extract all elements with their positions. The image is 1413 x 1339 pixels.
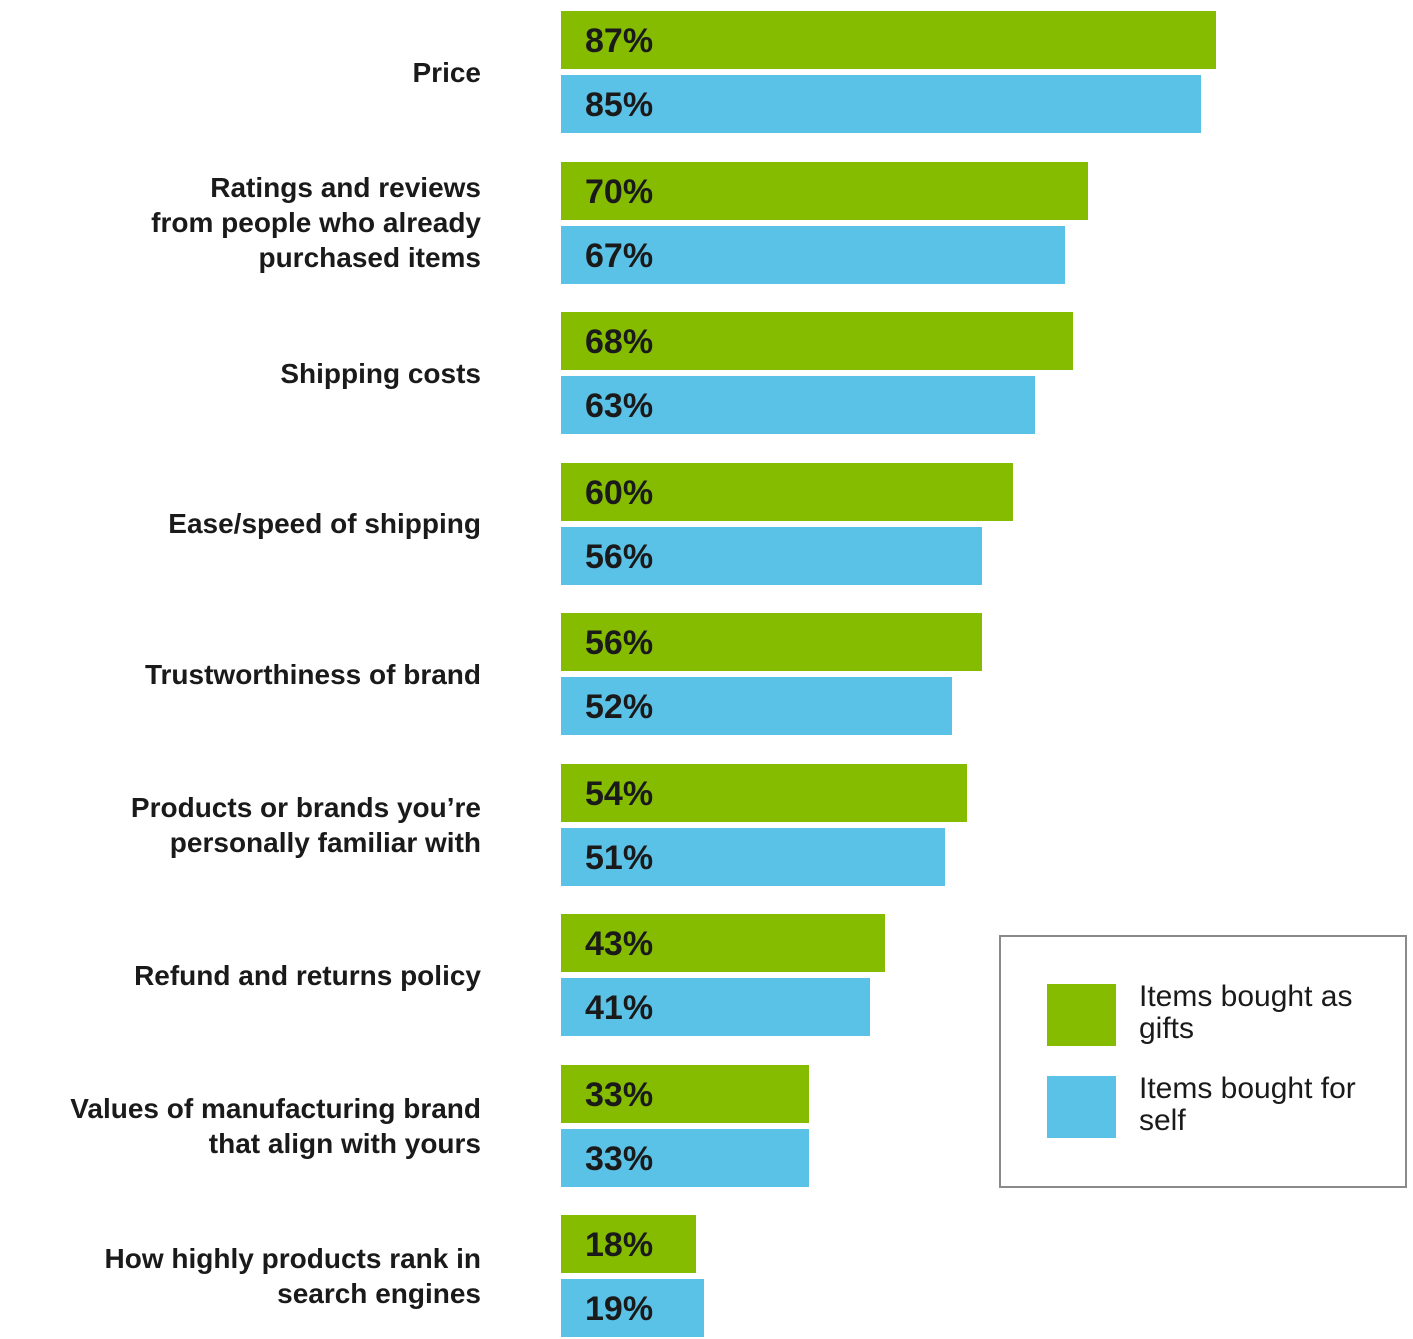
legend-swatch-self xyxy=(1047,1076,1116,1138)
category-label: Refund and returns policy xyxy=(134,959,481,991)
bar-value-label: 52% xyxy=(585,688,654,726)
legend: Items bought as gifts Items bought for s… xyxy=(999,935,1407,1188)
legend-label-self: Items bought for self xyxy=(1139,1072,1356,1137)
category-label: Trustworthiness of brand xyxy=(144,658,481,690)
bar-value-label: 18% xyxy=(585,1226,654,1264)
bar-self: 52% xyxy=(561,677,952,735)
bar-value-label: 60% xyxy=(585,473,654,512)
bar-value-label: 63% xyxy=(585,387,654,425)
category-label: How highly products rank in search engin… xyxy=(104,1243,481,1309)
bar-gifts: 70% xyxy=(561,161,1088,220)
bar-value-label: 43% xyxy=(585,925,654,963)
bar-gifts: 54% xyxy=(561,763,967,822)
bar-gifts: 60% xyxy=(561,462,1013,521)
bar-self: 19% xyxy=(561,1279,704,1337)
bar-gifts: 43% xyxy=(561,914,885,972)
bar-value-label: 54% xyxy=(585,774,654,813)
bar-value-label: 68% xyxy=(585,323,654,361)
bar-self: 41% xyxy=(561,978,870,1036)
bar-self: 63% xyxy=(561,376,1035,434)
bar-value-label: 67% xyxy=(585,236,654,275)
bar-gifts: 68% xyxy=(561,312,1073,370)
bar-value-label: 41% xyxy=(585,989,654,1027)
legend-swatch-gifts xyxy=(1047,984,1116,1046)
bar-value-label: 87% xyxy=(585,22,654,60)
bar-self: 67% xyxy=(561,225,1065,284)
bar-gifts: 87% xyxy=(561,11,1216,69)
bar-self: 33% xyxy=(561,1128,809,1187)
bar-value-label: 33% xyxy=(585,1075,654,1114)
bar-gifts: 33% xyxy=(561,1064,809,1123)
category-label: Products or brands you’re personally fam… xyxy=(130,791,481,858)
category-label: Shipping costs xyxy=(280,357,481,389)
bar-self: 51% xyxy=(561,827,945,886)
bar-value-label: 33% xyxy=(585,1139,654,1178)
category-label: Price xyxy=(412,56,482,88)
bar-value-label: 56% xyxy=(585,624,654,662)
bar-gifts: 18% xyxy=(561,1215,696,1273)
category-label: Values of manufacturing brand that align… xyxy=(70,1092,481,1159)
category-label: Ratings and reviews from people who alre… xyxy=(151,172,481,273)
bar-value-label: 51% xyxy=(585,838,654,877)
bar-value-label: 85% xyxy=(585,86,654,124)
bar-gifts: 56% xyxy=(561,613,982,671)
bar-self: 56% xyxy=(561,526,982,585)
legend-item-self: Items bought for self xyxy=(1047,1072,1387,1138)
bar-value-label: 70% xyxy=(585,172,654,211)
bar-self: 85% xyxy=(561,75,1201,133)
category-label: Ease/speed of shipping xyxy=(168,508,481,539)
bar-value-label: 19% xyxy=(585,1290,654,1328)
legend-item-gifts: Items bought as gifts xyxy=(1047,980,1387,1046)
bar-value-label: 56% xyxy=(585,537,654,576)
legend-label-gifts: Items bought as gifts xyxy=(1139,980,1353,1045)
